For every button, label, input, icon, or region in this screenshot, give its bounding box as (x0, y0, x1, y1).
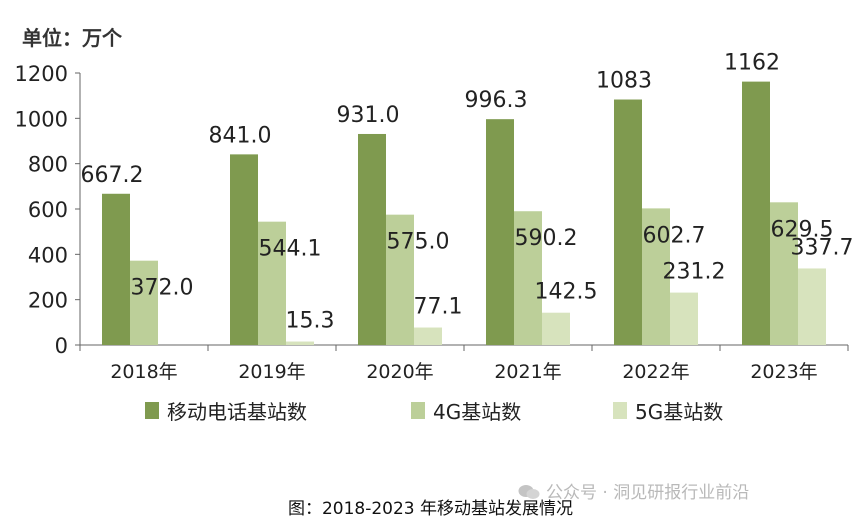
bar (130, 260, 158, 345)
data-label: 667.2 (81, 163, 144, 188)
unit-label: 单位：万个 (22, 26, 122, 50)
bar (614, 99, 642, 346)
bar (514, 211, 542, 345)
y-tick-label: 1000 (15, 107, 68, 131)
x-tick-label: 2020年 (366, 361, 433, 383)
data-label: 629.5 (771, 217, 834, 242)
bar (798, 268, 826, 345)
x-tick-label: 2021年 (494, 361, 561, 383)
x-tick-label: 2023年 (750, 361, 817, 383)
y-tick-label: 1200 (15, 62, 68, 86)
watermark: 公众号 · 洞见研报行业前沿 (518, 478, 749, 503)
y-tick-label: 200 (28, 289, 68, 313)
data-label: 142.5 (535, 280, 598, 305)
data-label: 996.3 (465, 88, 528, 113)
bar (542, 312, 570, 345)
bar (670, 292, 698, 345)
y-tick-label: 600 (28, 198, 68, 222)
data-label: 15.3 (286, 309, 335, 334)
x-tick-label: 2022年 (622, 361, 689, 383)
legend-swatch (613, 402, 627, 419)
chart-value-labels: 667.2 372.0 841.0 544.1 15.3 931.0 575.0 77.1 99… (81, 51, 854, 334)
bar (770, 202, 798, 345)
data-label: 544.1 (259, 237, 322, 262)
data-label: 231.2 (663, 260, 726, 285)
legend-swatch (145, 402, 159, 419)
data-label: 77.1 (414, 295, 463, 320)
chart-bars (102, 81, 826, 346)
data-label: 931.0 (337, 103, 400, 128)
data-label: 575.0 (387, 230, 450, 255)
data-label: 1162 (724, 51, 780, 76)
y-tick-label: 0 (55, 334, 68, 358)
data-label: 602.7 (643, 223, 706, 248)
chart-y-tick-labels: 0 200 400 600 800 1000 1200 (15, 62, 68, 358)
bar (102, 193, 130, 345)
chart-x-tick-labels: 2018年 2019年 2020年 2021年 2022年 2023年 (110, 361, 817, 383)
y-tick-label: 400 (28, 243, 68, 267)
x-tick-label: 2018年 (110, 361, 177, 383)
legend-label: 5G基站数 (635, 400, 723, 424)
bar (642, 208, 670, 345)
data-label: 841.0 (209, 123, 272, 148)
x-tick-label: 2019年 (238, 361, 305, 383)
legend-label: 4G基站数 (433, 400, 521, 424)
bar (414, 327, 442, 345)
bar (358, 133, 386, 345)
chart-axes (75, 72, 849, 351)
bar (286, 341, 314, 345)
legend-swatch (411, 402, 425, 419)
figure-caption: 图：2018-2023 年移动基站发展情况 (287, 499, 574, 519)
bar (386, 214, 414, 345)
data-label: 590.2 (515, 226, 578, 251)
bar (486, 119, 514, 345)
y-tick-label: 800 (28, 153, 68, 177)
wechat-icon (518, 485, 540, 499)
bar (230, 154, 258, 345)
data-label: 372.0 (131, 276, 194, 301)
bar (258, 221, 286, 345)
data-label: 337.7 (791, 235, 854, 260)
legend-label: 移动电话基站数 (167, 400, 307, 424)
data-label: 1083 (596, 69, 652, 94)
chart-legend: 移动电话基站数 4G基站数 5G基站数 (145, 400, 723, 424)
bar (742, 81, 770, 345)
watermark-text: 公众号 · 洞见研报行业前沿 (546, 483, 750, 503)
